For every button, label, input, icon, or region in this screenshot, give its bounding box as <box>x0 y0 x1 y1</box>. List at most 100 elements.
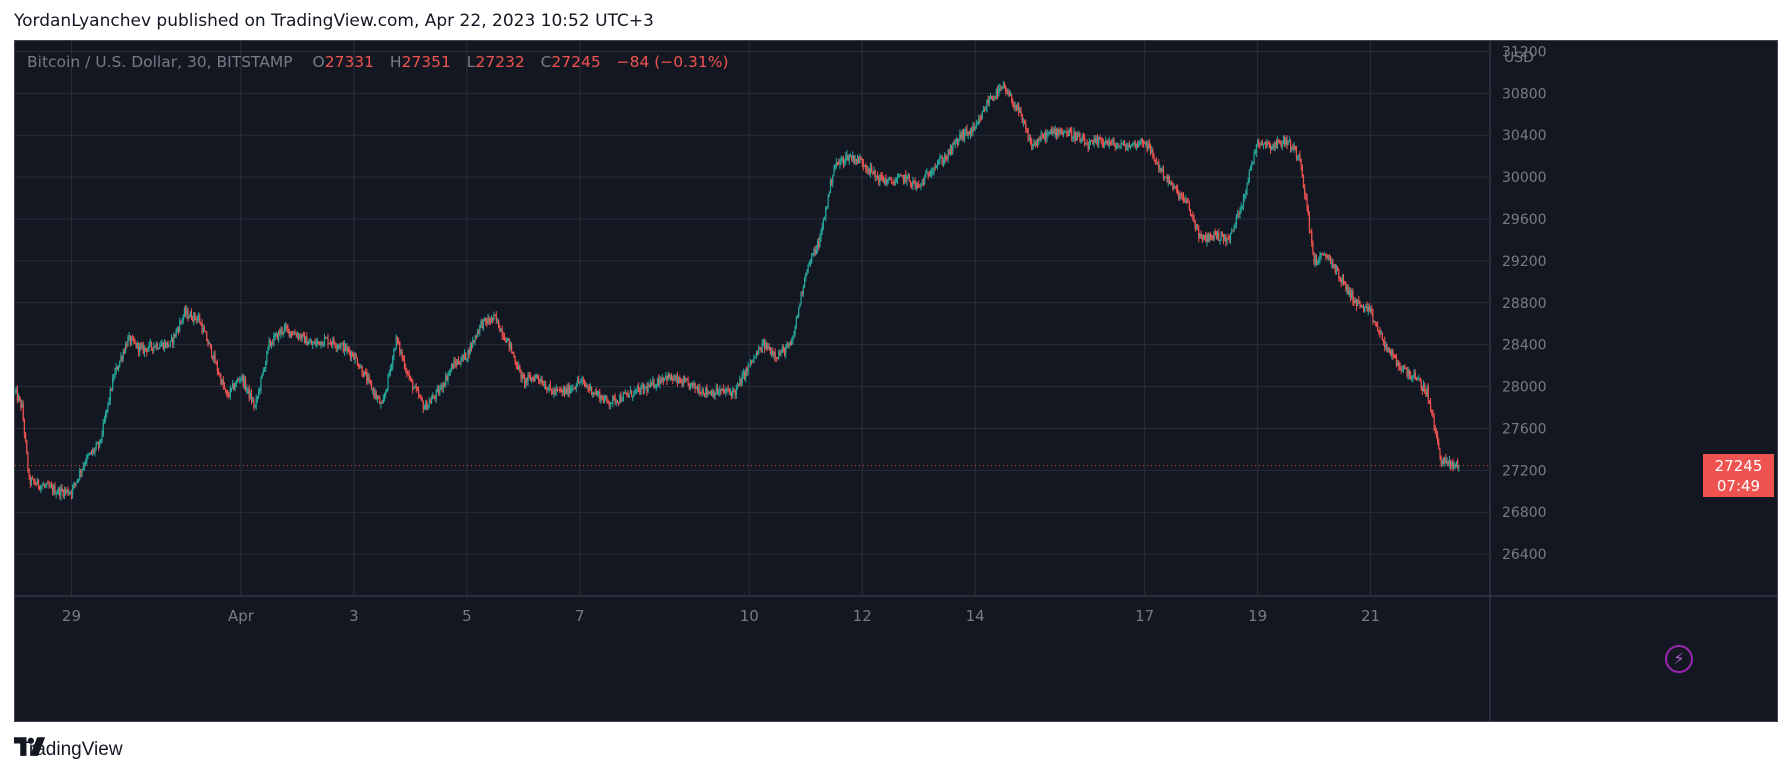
tradingview-brand[interactable]: TradingView <box>14 737 123 763</box>
candle-body <box>1241 205 1243 208</box>
candle-body <box>201 323 203 333</box>
candle-body <box>476 331 479 338</box>
candle-body <box>553 389 555 395</box>
candle-body <box>883 178 886 183</box>
candle-body <box>586 386 588 388</box>
candle-body <box>707 392 709 394</box>
candle-body <box>1172 183 1174 190</box>
candle-body <box>432 395 434 400</box>
price-chart[interactable]: 26400 26800 27200 27600 28000 28400 28800 29200… <box>15 41 1777 721</box>
candle-body <box>413 387 415 390</box>
candle-body <box>819 237 821 248</box>
candle-body <box>725 391 727 393</box>
candle-body <box>1146 143 1148 149</box>
candle-body <box>992 98 994 100</box>
last-price-value: 27245 <box>1714 456 1763 475</box>
candle-body <box>1138 143 1140 148</box>
candle-body <box>1260 141 1262 145</box>
candle-body <box>1279 141 1281 144</box>
candle-body <box>709 391 712 394</box>
candle-body <box>867 169 869 171</box>
candle-body <box>132 338 134 340</box>
candle-body <box>1284 137 1286 145</box>
candle-body <box>799 304 801 308</box>
candle-body <box>1169 182 1172 184</box>
candle-body <box>117 366 120 370</box>
lightning-bolt-icon[interactable]: ⚡ <box>1665 645 1693 673</box>
candle-body <box>1139 142 1141 144</box>
candle-body <box>1218 232 1220 241</box>
candle-body <box>1329 255 1332 264</box>
candle-body <box>107 402 109 410</box>
candle-body <box>991 96 993 99</box>
candle-body <box>1262 143 1265 145</box>
candle-body <box>502 335 504 337</box>
candle-body <box>1201 235 1203 240</box>
candle-body <box>1326 256 1328 258</box>
candle-body <box>638 386 640 389</box>
candle-body <box>658 378 660 385</box>
candle-body <box>643 387 646 391</box>
candle-body <box>874 170 876 178</box>
candle-body <box>1079 134 1081 142</box>
candle-body <box>576 380 579 387</box>
candle-body <box>142 345 144 353</box>
candle-body <box>565 388 567 394</box>
candle-body <box>1074 131 1076 141</box>
candle-body <box>185 308 187 315</box>
candle-body <box>450 365 453 371</box>
candle-body <box>948 150 950 155</box>
candle-body <box>420 396 422 398</box>
candle-body <box>856 156 859 161</box>
candle-body <box>20 399 22 408</box>
candle-body <box>50 485 53 487</box>
candle-body <box>1058 128 1060 134</box>
candle-body <box>363 371 366 377</box>
candle-body <box>254 406 256 408</box>
candle-body <box>485 317 487 321</box>
candle-body <box>953 142 955 145</box>
candle-body <box>1427 387 1429 401</box>
candle-body <box>1398 362 1400 367</box>
candle-body <box>345 344 347 351</box>
candle-body <box>1346 286 1348 291</box>
candle-body <box>954 142 956 145</box>
candle-body <box>1309 230 1312 232</box>
candle-body <box>735 387 737 396</box>
candle-body <box>479 324 481 333</box>
candle-body <box>1065 131 1067 133</box>
candle-body <box>337 345 340 347</box>
candle-body <box>30 478 33 484</box>
candle-body <box>1148 143 1150 148</box>
candle-body <box>95 444 97 449</box>
candle-body <box>521 374 523 379</box>
candle-body <box>1301 166 1303 177</box>
candle-body <box>1286 139 1288 145</box>
candle-body <box>822 219 824 228</box>
candle-body <box>1064 131 1066 133</box>
candle-body <box>556 388 559 390</box>
candle-body <box>396 336 399 342</box>
candle-body <box>855 159 857 161</box>
candle-body <box>323 337 326 345</box>
candle-body <box>435 390 437 399</box>
candle-body <box>1407 369 1409 376</box>
candle-body <box>1086 143 1088 146</box>
candle-body <box>716 387 719 394</box>
candle-body <box>859 158 861 164</box>
tradingview-logo-icon <box>14 737 46 756</box>
candle-body <box>126 344 128 347</box>
candle-body <box>41 485 43 487</box>
candle-body <box>688 383 690 389</box>
candle-body <box>1039 138 1041 141</box>
candle-body <box>1182 195 1185 201</box>
candle-body <box>1112 140 1114 143</box>
candle-body <box>440 384 442 390</box>
chart-panel[interactable]: 26400 26800 27200 27600 28000 28400 28800 29200… <box>14 40 1778 722</box>
candle-body <box>1226 238 1228 242</box>
candle-body <box>738 384 740 386</box>
candle-body <box>68 492 70 494</box>
candle-body <box>1377 325 1379 332</box>
candle-body <box>596 393 599 395</box>
candle-body <box>554 389 556 393</box>
